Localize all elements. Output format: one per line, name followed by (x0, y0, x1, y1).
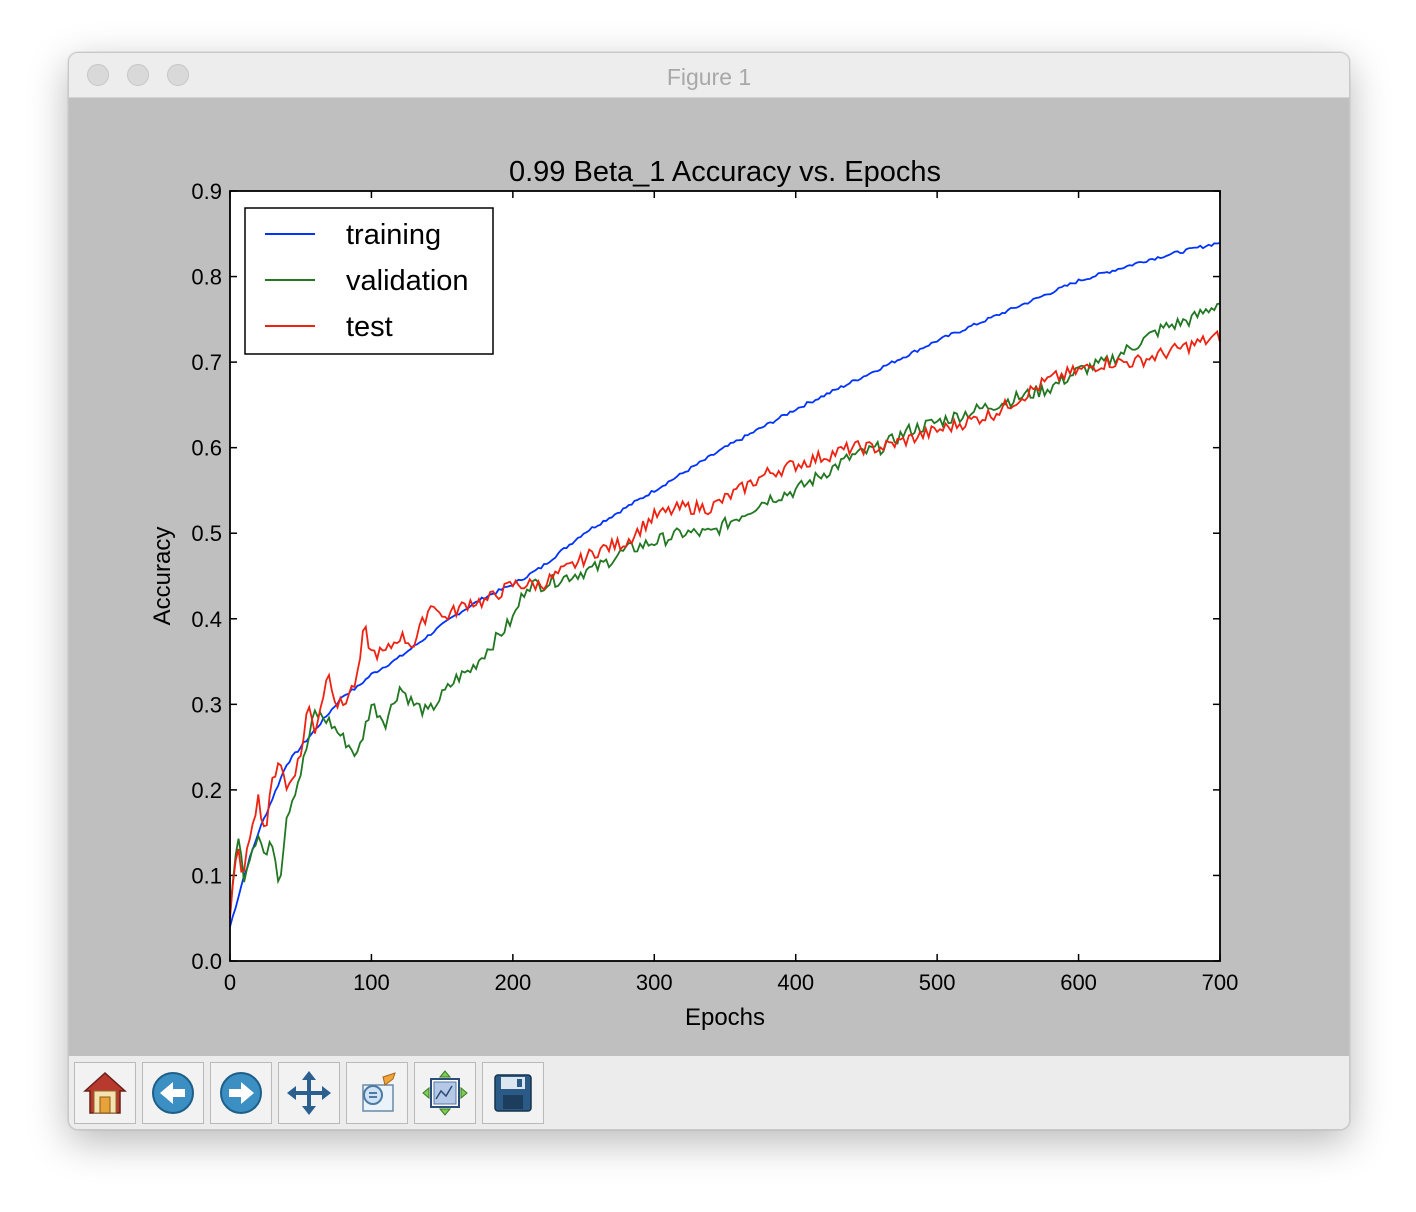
back-arrow-icon (152, 1072, 194, 1114)
configure-subplots-button[interactable] (414, 1062, 476, 1124)
x-tick-label: 0 (224, 970, 236, 995)
chart-title: 0.99 Beta_1 Accuracy vs. Epochs (509, 156, 941, 188)
pan-button[interactable] (278, 1062, 340, 1124)
home-button[interactable] (74, 1062, 136, 1124)
close-window-button[interactable] (87, 64, 109, 86)
y-tick-label: 0.9 (191, 179, 222, 204)
x-tick-label: 600 (1060, 970, 1097, 995)
y-tick-label: 0.7 (191, 350, 222, 375)
legend-label-validation: validation (346, 265, 469, 297)
x-tick-label: 200 (494, 970, 531, 995)
x-tick-label: 700 (1202, 970, 1239, 995)
zoom-rect-icon (362, 1072, 396, 1112)
save-figure-button[interactable] (482, 1062, 544, 1124)
legend-label-training: training (346, 219, 441, 251)
forward-button[interactable] (210, 1062, 272, 1124)
series-line-test (229, 329, 1221, 919)
chart: 0.99 Beta_1 Accuracy vs. Epochs 0.0 0.1 0.2… (149, 156, 1239, 1031)
y-tick-label: 0.0 (191, 949, 222, 974)
configure-subplots-icon (422, 1070, 468, 1116)
axes-frame (229, 190, 1221, 962)
zoom-window-button[interactable] (167, 64, 189, 86)
y-tick-label: 0.3 (191, 692, 222, 717)
forward-arrow-icon (220, 1072, 262, 1114)
x-tick-label: 300 (636, 970, 673, 995)
x-axis-label: Epochs (685, 1004, 765, 1031)
save-floppy-icon (494, 1074, 532, 1112)
y-tick-label: 0.1 (191, 863, 222, 888)
x-tick-label: 400 (777, 970, 814, 995)
home-icon (83, 1071, 127, 1114)
y-tick-label: 0.8 (191, 265, 222, 290)
pan-move-icon (287, 1071, 331, 1115)
series-line-training (229, 242, 1221, 928)
y-tick-label: 0.2 (191, 778, 222, 803)
zoom-to-rect-button[interactable] (346, 1062, 408, 1124)
figure-canvas: 0.99 Beta_1 Accuracy vs. Epochs 0.0 0.1 0.2… (69, 98, 1349, 1056)
y-tick-label: 0.4 (191, 607, 222, 632)
legend-label-test: test (346, 311, 393, 343)
y-axis-label: Accuracy (149, 527, 176, 626)
x-tick-label: 500 (919, 970, 956, 995)
minimize-window-button[interactable] (127, 64, 149, 86)
window-title: Figure 1 (666, 64, 752, 90)
y-tick-label: 0.6 (191, 436, 222, 461)
figure-window: Figure 1 0.99 Beta_1 Accuracy vs. Epochs… (68, 52, 1350, 1130)
title-bar[interactable]: Figure 1 (69, 53, 1349, 98)
back-button[interactable] (142, 1062, 204, 1124)
series-line-validation (229, 302, 1221, 913)
navigation-toolbar (69, 1056, 1349, 1129)
y-tick-label: 0.5 (191, 521, 222, 546)
x-tick-label: 100 (353, 970, 390, 995)
